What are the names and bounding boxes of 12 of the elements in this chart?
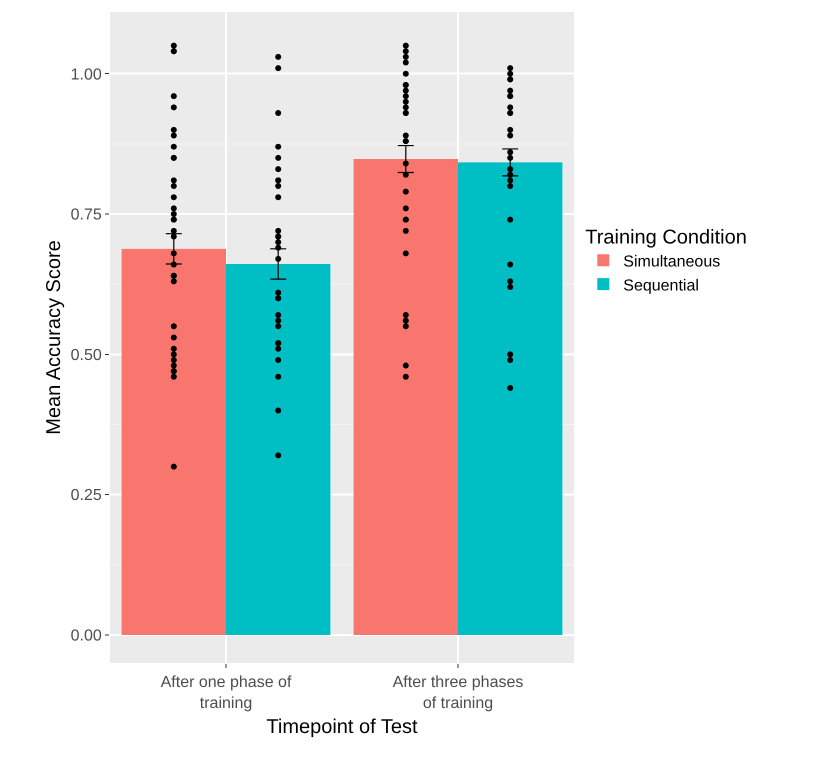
y-tick-label: 0.00 bbox=[70, 628, 102, 645]
y-tick-label: 0.25 bbox=[70, 487, 102, 504]
x-tick-label: After one phase of training bbox=[160, 674, 292, 712]
y-axis-title: Mean Accuracy Score bbox=[43, 240, 65, 435]
x-tick-label: After three phases of training bbox=[392, 674, 524, 712]
legend-title: Training Condition bbox=[585, 226, 747, 248]
y-tick-label: 1.00 bbox=[70, 66, 102, 84]
y-tick-label: 0.50 bbox=[70, 346, 102, 364]
x-axis-title: Timepoint of Test bbox=[266, 716, 418, 738]
legend-label: Sequential bbox=[623, 277, 699, 294]
y-tick-label: 0.75 bbox=[70, 206, 102, 224]
legend-label: Simultaneous bbox=[623, 254, 720, 271]
